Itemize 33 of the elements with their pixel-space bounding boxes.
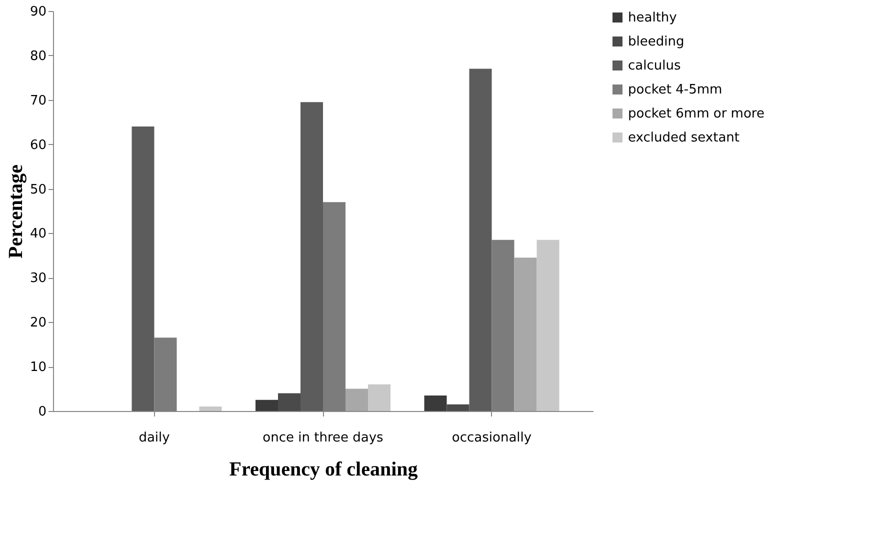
bar [536,240,560,411]
bar [424,395,447,411]
bar [300,102,323,411]
legend-label: healthy [628,10,678,26]
y-tick-label: 40 [30,226,46,242]
y-tick-label: 20 [30,316,46,331]
y-tick-label: 70 [30,93,46,108]
x-axis-title: Frequency of cleaning [229,458,418,480]
y-tick-label: 50 [30,182,46,198]
y-tick-label: 30 [30,271,46,286]
bar [199,406,222,411]
bar [446,404,470,411]
y-tick-label: 10 [30,360,46,376]
legend-label: pocket 4-5mm [628,82,722,98]
y-tick-label: 90 [30,4,46,20]
y-tick-label: 0 [38,404,46,420]
bar [469,68,492,411]
bar [278,393,300,411]
x-tick-label: occasionally [452,430,532,446]
bar [514,258,537,411]
x-tick-label: daily [138,430,170,446]
bar [132,126,154,411]
legend-label: excluded sextant [628,130,740,146]
x-tick-label: once in three days [262,430,384,446]
legend-label: calculus [628,58,681,74]
legend-label: pocket 6mm or more [628,106,764,122]
y-tick-label: 80 [30,48,46,64]
bar [256,400,278,411]
y-tick-label: 60 [30,138,46,153]
legend-label: bleeding [628,34,684,50]
y-axis-title: Percentage [4,164,27,259]
bar [346,388,368,411]
bar [368,384,390,411]
